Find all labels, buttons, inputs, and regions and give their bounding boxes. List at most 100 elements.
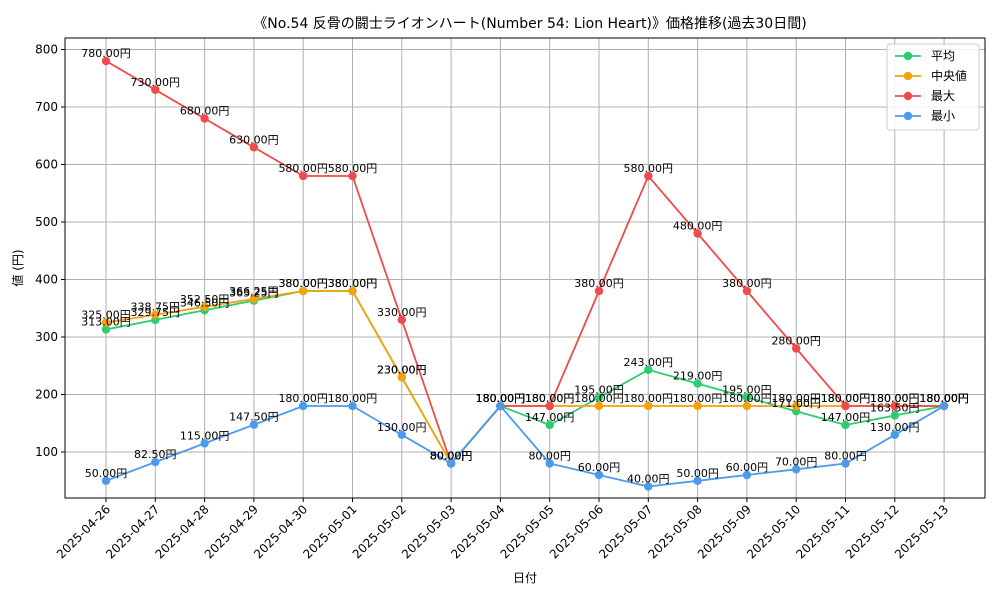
- y-tick-label: 800: [35, 43, 58, 57]
- data-point: [545, 401, 554, 411]
- data-label: 180.00円: [574, 392, 624, 405]
- data-point: [693, 379, 702, 388]
- x-axis-label: 日付: [513, 571, 537, 585]
- data-label: 230.00円: [377, 363, 427, 376]
- chart-title: 《No.54 反骨の闘士ライオンハート(Number 54: Lion Hear…: [253, 16, 806, 32]
- data-label: 180.00円: [278, 392, 328, 405]
- data-label: 70.00円: [775, 455, 818, 468]
- data-point: [151, 457, 160, 467]
- data-point: [249, 143, 259, 152]
- data-point: [151, 85, 160, 94]
- grid: [65, 38, 985, 498]
- data-label: 180.00円: [328, 392, 378, 405]
- data-label: 180.00円: [919, 392, 969, 405]
- data-point: [594, 286, 604, 296]
- legend-marker: [903, 71, 913, 81]
- data-label: 180.00円: [476, 392, 526, 405]
- legend-entry: 最小: [931, 109, 955, 123]
- data-point: [348, 171, 357, 181]
- series-line-2: [105, 60, 945, 466]
- data-label: 80.00円: [824, 450, 867, 463]
- data-point: [742, 393, 752, 402]
- y-tick-label: 200: [35, 388, 58, 402]
- data-point: [299, 171, 308, 181]
- data-label: 50.00円: [676, 467, 719, 480]
- data-label: 780.00円: [81, 47, 131, 60]
- legend-marker: [903, 51, 913, 61]
- data-point: [890, 430, 899, 439]
- data-label: 180.00円: [919, 392, 969, 405]
- data-point: [792, 465, 801, 474]
- data-label: 180.00円: [525, 392, 575, 405]
- data-label: 330.00円: [377, 306, 427, 319]
- data-label: 363.25円: [229, 287, 279, 300]
- data-point: [644, 401, 653, 411]
- x-axis: 2025-04-262025-04-272025-04-282025-04-29…: [54, 498, 951, 561]
- data-label: 180.00円: [870, 392, 920, 405]
- data-point: [841, 420, 850, 430]
- data-label: 380.00円: [328, 277, 378, 290]
- data-point: [299, 401, 308, 411]
- data-point: [397, 373, 406, 382]
- data-label: 80.00円: [430, 450, 473, 463]
- data-label: 180.00円: [525, 392, 575, 405]
- data-point: [742, 401, 752, 411]
- legend-marker: [903, 91, 913, 101]
- data-point: [644, 171, 653, 181]
- series-group: [101, 56, 949, 491]
- data-point: [890, 411, 899, 420]
- data-label: 480.00円: [673, 220, 723, 233]
- data-point: [101, 476, 111, 485]
- data-label: 147.00円: [821, 411, 871, 424]
- data-label: 180.00円: [476, 392, 526, 405]
- data-label: 380.00円: [328, 277, 378, 290]
- y-tick-label: 300: [35, 330, 58, 344]
- data-point: [792, 401, 801, 411]
- data-label: 352.50円: [180, 293, 230, 306]
- data-label: 60.00円: [578, 461, 621, 474]
- data-label: 180.00円: [919, 392, 969, 405]
- data-point: [496, 401, 505, 411]
- data-point: [397, 430, 406, 439]
- data-label: 180.00円: [476, 392, 526, 405]
- data-point: [644, 482, 653, 491]
- data-point: [890, 401, 899, 411]
- data-label: 40.00円: [627, 473, 670, 486]
- data-point: [545, 420, 554, 430]
- y-axis-label: 値 (円): [10, 249, 25, 286]
- data-point: [693, 476, 702, 485]
- data-point: [200, 439, 209, 448]
- data-label: 380.00円: [278, 277, 328, 290]
- data-point: [348, 286, 357, 296]
- data-label: 243.00円: [624, 356, 674, 369]
- data-label: 380.00円: [574, 277, 624, 290]
- data-point: [446, 459, 456, 468]
- data-point: [742, 286, 752, 296]
- data-label: 580.00円: [328, 162, 378, 175]
- data-point: [594, 393, 604, 402]
- data-label: 580.00円: [624, 162, 674, 175]
- data-label: 180.00円: [771, 392, 821, 405]
- data-label: 219.00円: [673, 370, 723, 383]
- data-label: 580.00円: [278, 162, 328, 175]
- data-label: 180.00円: [870, 392, 920, 405]
- data-label: 171.00円: [771, 397, 821, 410]
- data-label: 380.00円: [278, 277, 328, 290]
- data-label: 366.25円: [229, 285, 279, 298]
- data-point: [101, 325, 111, 334]
- data-label: 195.00円: [574, 383, 624, 396]
- data-label: 130.00円: [377, 421, 427, 434]
- data-label: 130.00円: [870, 421, 920, 434]
- data-point: [841, 401, 850, 411]
- data-point: [792, 344, 801, 353]
- data-label: 147.00円: [525, 411, 575, 424]
- data-point: [397, 315, 406, 324]
- data-label: 60.00円: [726, 461, 769, 474]
- data-label: 325.00円: [81, 309, 131, 322]
- data-label: 230.00円: [377, 363, 427, 376]
- data-label: 180.00円: [624, 392, 674, 405]
- data-label: 180.00円: [722, 392, 772, 405]
- data-label: 80.00円: [430, 450, 473, 463]
